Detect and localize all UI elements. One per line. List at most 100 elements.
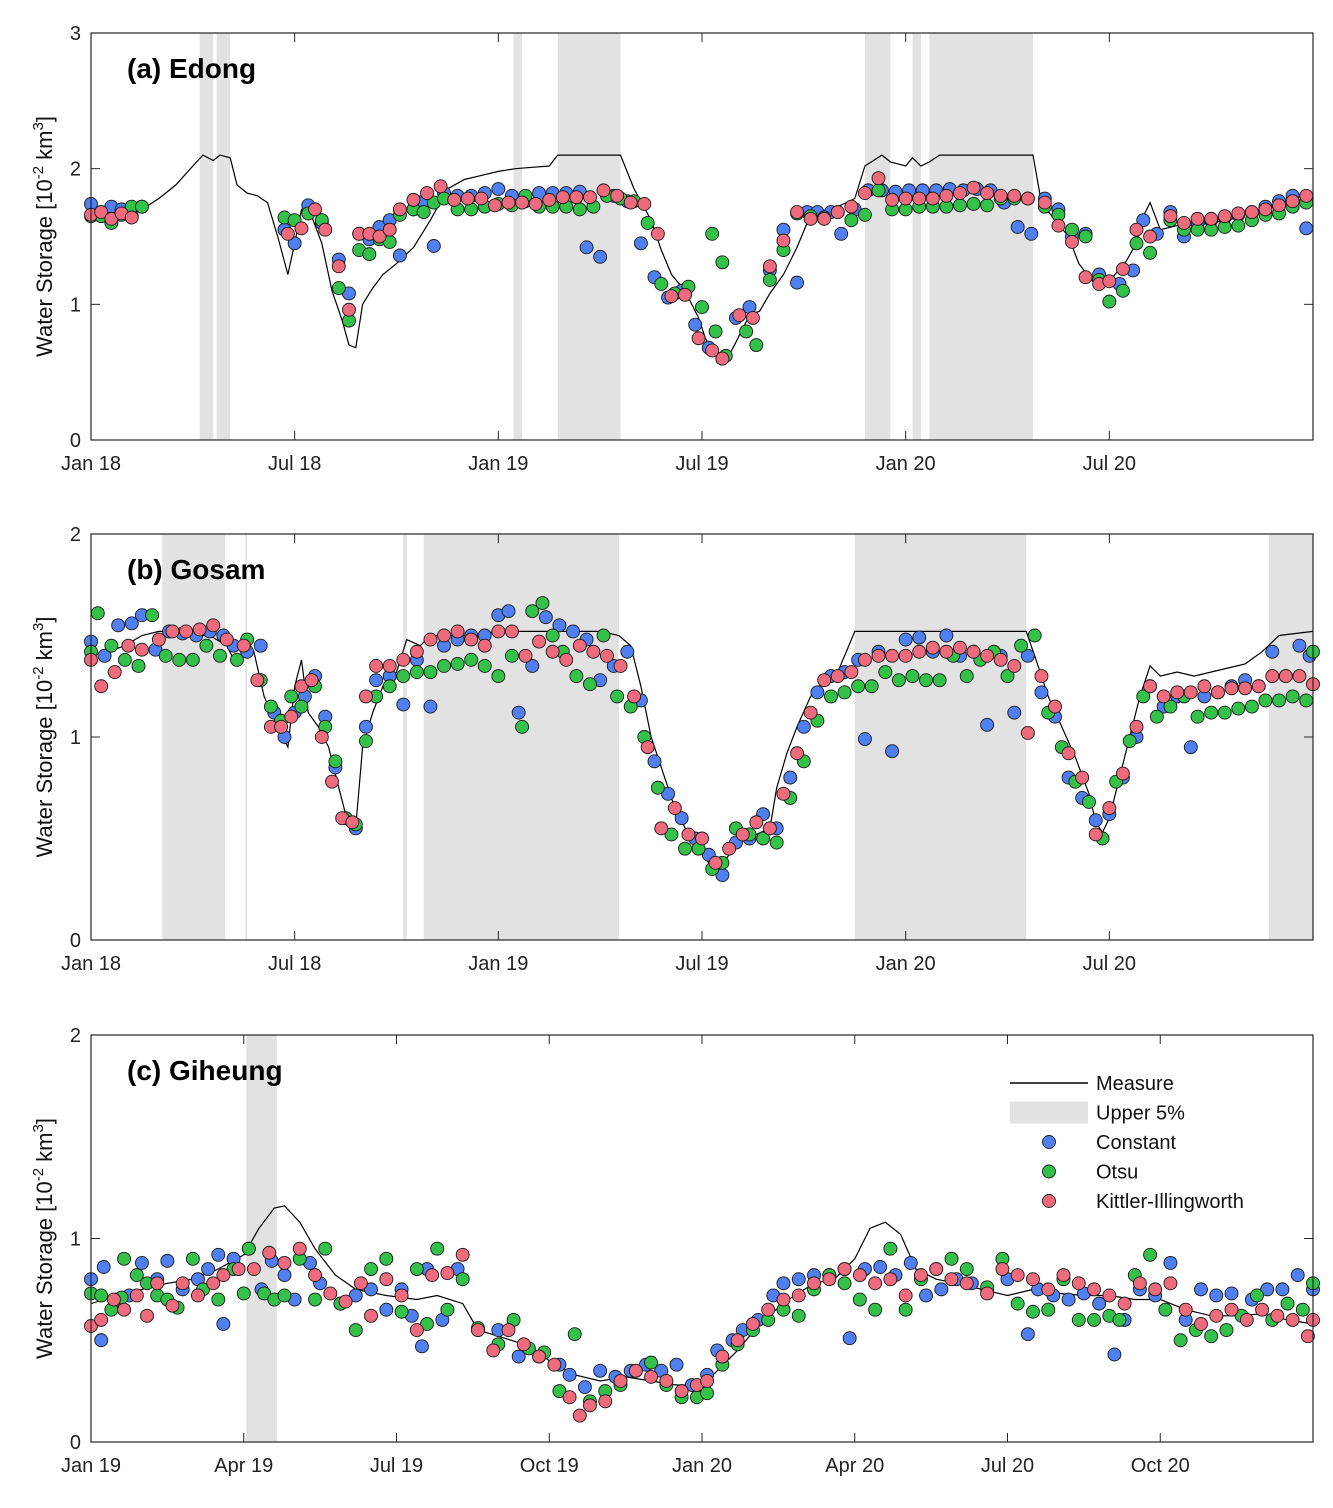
constant-point bbox=[647, 754, 662, 769]
kittler-point bbox=[216, 1268, 231, 1283]
constant-point bbox=[538, 610, 553, 625]
kittler-point bbox=[325, 774, 339, 789]
kittler-point bbox=[1255, 1302, 1270, 1317]
otsu-point bbox=[145, 608, 160, 623]
kittler-point bbox=[250, 673, 265, 688]
otsu-point bbox=[1219, 1323, 1234, 1338]
kittler-point bbox=[1209, 1308, 1224, 1323]
kittler-point bbox=[314, 730, 329, 744]
constant-point bbox=[1292, 638, 1307, 653]
kittler-point bbox=[359, 689, 373, 704]
kittler-point bbox=[898, 648, 913, 663]
otsu-point bbox=[844, 213, 859, 228]
otsu-point bbox=[1071, 1312, 1086, 1327]
kittler-point bbox=[776, 233, 791, 248]
constant-point bbox=[783, 770, 798, 785]
legend-otsu-marker bbox=[1042, 1164, 1056, 1179]
otsu-point bbox=[525, 604, 540, 619]
kittler-point bbox=[1061, 746, 1076, 761]
upper5-bands bbox=[246, 1035, 277, 1442]
kittler-point bbox=[1129, 719, 1144, 734]
otsu-point bbox=[1244, 699, 1259, 714]
kittler-point bbox=[674, 1384, 689, 1399]
otsu-point bbox=[1000, 669, 1015, 684]
otsu-point bbox=[364, 1262, 378, 1276]
otsu-point bbox=[966, 196, 981, 211]
legend-kittler-marker bbox=[1042, 1194, 1056, 1208]
kittler-point bbox=[1299, 188, 1314, 203]
otsu-point bbox=[932, 673, 947, 688]
kittler-point bbox=[749, 815, 764, 830]
otsu-point bbox=[762, 272, 777, 287]
kittler-point bbox=[1048, 699, 1062, 714]
kittler-point bbox=[1258, 202, 1273, 217]
constant-point bbox=[776, 1276, 791, 1291]
kittler-point bbox=[236, 638, 251, 653]
otsu-point bbox=[1143, 1247, 1158, 1262]
constant-point bbox=[834, 226, 849, 241]
otsu-point bbox=[1231, 218, 1246, 233]
kittler-point bbox=[515, 195, 530, 210]
legend-label: Constant bbox=[1096, 1132, 1176, 1154]
constant-point bbox=[842, 1331, 857, 1346]
kittler-point bbox=[1010, 1268, 1025, 1283]
kittler-point bbox=[364, 1308, 378, 1323]
otsu-point bbox=[1204, 705, 1219, 720]
constant-point bbox=[1010, 220, 1025, 234]
otsu-point bbox=[1250, 1288, 1264, 1303]
otsu-point bbox=[596, 628, 611, 643]
otsu-point bbox=[1280, 1296, 1295, 1311]
otsu-point bbox=[535, 596, 550, 610]
x-tick-label: Jul 19 bbox=[370, 1455, 423, 1477]
kittler-point bbox=[450, 624, 465, 639]
kittler-point bbox=[1020, 191, 1035, 206]
kittler-point bbox=[1183, 685, 1198, 700]
kittler-point bbox=[206, 1276, 221, 1291]
kittler-point bbox=[107, 665, 122, 679]
legend-label: Kittler-Illingworth bbox=[1096, 1191, 1244, 1213]
constant-point bbox=[980, 717, 995, 732]
kittler-point bbox=[231, 1262, 246, 1276]
otsu-point bbox=[230, 652, 244, 667]
kittler-point bbox=[807, 1276, 821, 1291]
kittler-point bbox=[715, 351, 730, 366]
kittler-series bbox=[84, 1241, 1320, 1423]
otsu-point bbox=[423, 665, 438, 679]
measure-line bbox=[91, 154, 1313, 363]
kittler-point bbox=[1224, 681, 1239, 696]
constant-point bbox=[661, 786, 676, 801]
y-axis-label: Water Storage [10-2 km3] bbox=[30, 617, 57, 858]
kittler-point bbox=[175, 1276, 190, 1291]
kittler-point bbox=[790, 205, 804, 220]
y-tick-label: 1 bbox=[70, 1229, 81, 1251]
kittler-point bbox=[803, 705, 818, 720]
otsu-point bbox=[654, 277, 669, 291]
kittler-point bbox=[1041, 1282, 1056, 1297]
kittler-point bbox=[1102, 801, 1117, 815]
constant-point bbox=[423, 699, 438, 714]
kittler-point bbox=[610, 188, 625, 203]
otsu-point bbox=[1087, 1312, 1102, 1327]
kittler-point bbox=[1244, 205, 1259, 220]
constant-point bbox=[562, 1367, 577, 1382]
upper5-band bbox=[912, 33, 921, 440]
constant-point bbox=[688, 317, 703, 332]
constant-point bbox=[1265, 644, 1280, 659]
kittler-point bbox=[1292, 669, 1307, 684]
constant-point bbox=[1024, 226, 1039, 241]
kittler-point bbox=[165, 624, 180, 639]
otsu-point bbox=[1173, 1333, 1188, 1348]
otsu-point bbox=[263, 699, 278, 714]
kittler-point bbox=[596, 183, 611, 198]
otsu-point bbox=[117, 1251, 132, 1266]
constant-point bbox=[392, 248, 407, 263]
kittler-point bbox=[1087, 1282, 1102, 1297]
constant-point bbox=[791, 1272, 806, 1287]
kittler-point bbox=[1143, 679, 1158, 694]
constant-point bbox=[525, 659, 540, 673]
otsu-point bbox=[1285, 689, 1300, 704]
kittler-point bbox=[1238, 681, 1253, 696]
constant-point bbox=[94, 1333, 109, 1348]
legend-upper5-swatch bbox=[1010, 1101, 1088, 1124]
